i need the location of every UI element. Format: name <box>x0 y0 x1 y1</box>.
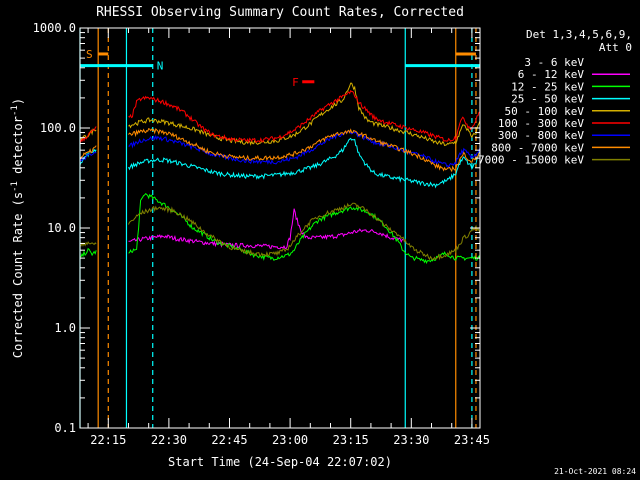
y-axis: 1000.0 100.0 10.0 1.0 0.1 <box>33 21 480 435</box>
x-axis: 22:15 22:30 22:45 23:00 23:15 23:30 23:45 <box>87 28 490 447</box>
x-tick-label: 23:15 <box>333 433 369 447</box>
series-line <box>128 208 404 250</box>
legend-entry-label: 300 - 800 keV <box>498 129 584 142</box>
legend-entry-label: 25 - 50 keV <box>511 93 584 106</box>
x-tick-label: 23:00 <box>272 433 308 447</box>
x-axis-label: Start Time (24-Sep-04 22:07:02) <box>168 455 392 469</box>
x-tick-label: 23:45 <box>454 433 490 447</box>
chart-title: RHESSI Observing Summary Count Rates, Co… <box>96 5 464 20</box>
legend-entry-label: 3 - 6 keV <box>524 56 584 69</box>
series-line <box>79 193 481 265</box>
x-tick-label: 22:45 <box>211 433 247 447</box>
y-tick-label: 100.0 <box>40 121 76 135</box>
y-tick-label: 10.0 <box>47 221 76 235</box>
flag-label: S <box>86 48 93 61</box>
legend-entry-label: 6 - 12 keV <box>518 68 585 81</box>
legend-entry-label: 7000 - 15000 keV <box>478 154 584 167</box>
series-line <box>79 137 481 189</box>
y-tick-label: 0.1 <box>54 421 76 435</box>
legend-entry-label: 12 - 25 keV <box>511 80 584 93</box>
y-tick-label: 1.0 <box>54 321 76 335</box>
legend-entry-label: 50 - 100 keV <box>505 105 585 118</box>
legend-header-detectors: Det 1,3,4,5,6,9, <box>526 28 632 41</box>
series-line <box>79 128 481 173</box>
series-group <box>79 82 481 333</box>
flag-label: N <box>157 60 164 73</box>
y-axis-label: Corrected Count Rate (s-1 detector-1) <box>10 98 25 358</box>
legend-entry-label: 800 - 7000 keV <box>491 141 584 154</box>
x-tick-label: 23:30 <box>393 433 429 447</box>
flags: S N F <box>80 48 480 89</box>
flag-label: F <box>292 76 299 89</box>
x-tick-label: 22:30 <box>151 433 187 447</box>
y-tick-label: 1000.0 <box>33 21 76 35</box>
x-tick-label: 22:15 <box>90 433 126 447</box>
series-line <box>132 266 404 333</box>
footer-timestamp: 21-Oct-2021 08:24 <box>554 467 636 476</box>
legend-entry-label: 100 - 300 keV <box>498 117 584 130</box>
series-line <box>79 89 481 144</box>
series-line <box>79 202 481 261</box>
legend-header-attenuator: Att 0 <box>599 41 632 54</box>
